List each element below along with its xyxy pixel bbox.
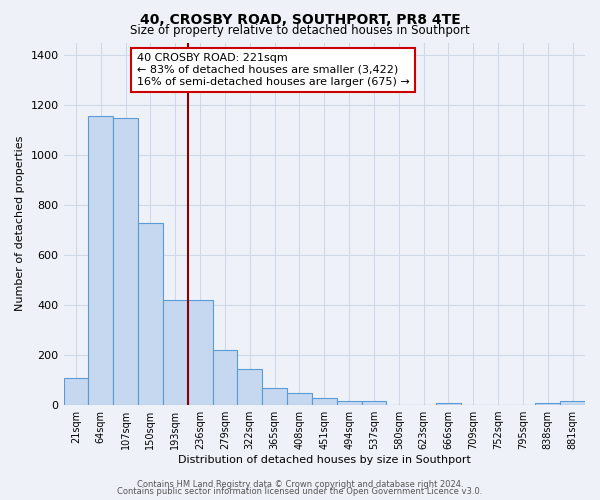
Text: Contains public sector information licensed under the Open Government Licence v3: Contains public sector information licen…	[118, 487, 482, 496]
X-axis label: Distribution of detached houses by size in Southport: Distribution of detached houses by size …	[178, 455, 471, 465]
Bar	[287, 392, 312, 405]
Bar	[188, 300, 212, 405]
Text: 40, CROSBY ROAD, SOUTHPORT, PR8 4TE: 40, CROSBY ROAD, SOUTHPORT, PR8 4TE	[140, 12, 460, 26]
Bar	[535, 402, 560, 405]
Bar	[560, 402, 585, 405]
Bar	[262, 388, 287, 405]
Bar	[64, 378, 88, 405]
Bar	[312, 398, 337, 405]
Bar	[337, 402, 362, 405]
Text: Size of property relative to detached houses in Southport: Size of property relative to detached ho…	[130, 24, 470, 37]
Text: 40 CROSBY ROAD: 221sqm
← 83% of detached houses are smaller (3,422)
16% of semi-: 40 CROSBY ROAD: 221sqm ← 83% of detached…	[137, 54, 409, 86]
Bar	[163, 300, 188, 405]
Bar	[88, 116, 113, 405]
Text: Contains HM Land Registry data © Crown copyright and database right 2024.: Contains HM Land Registry data © Crown c…	[137, 480, 463, 489]
Bar	[138, 222, 163, 405]
Bar	[212, 350, 238, 405]
Bar	[436, 402, 461, 405]
Y-axis label: Number of detached properties: Number of detached properties	[15, 136, 25, 312]
Bar	[362, 402, 386, 405]
Bar	[113, 118, 138, 405]
Bar	[238, 369, 262, 405]
